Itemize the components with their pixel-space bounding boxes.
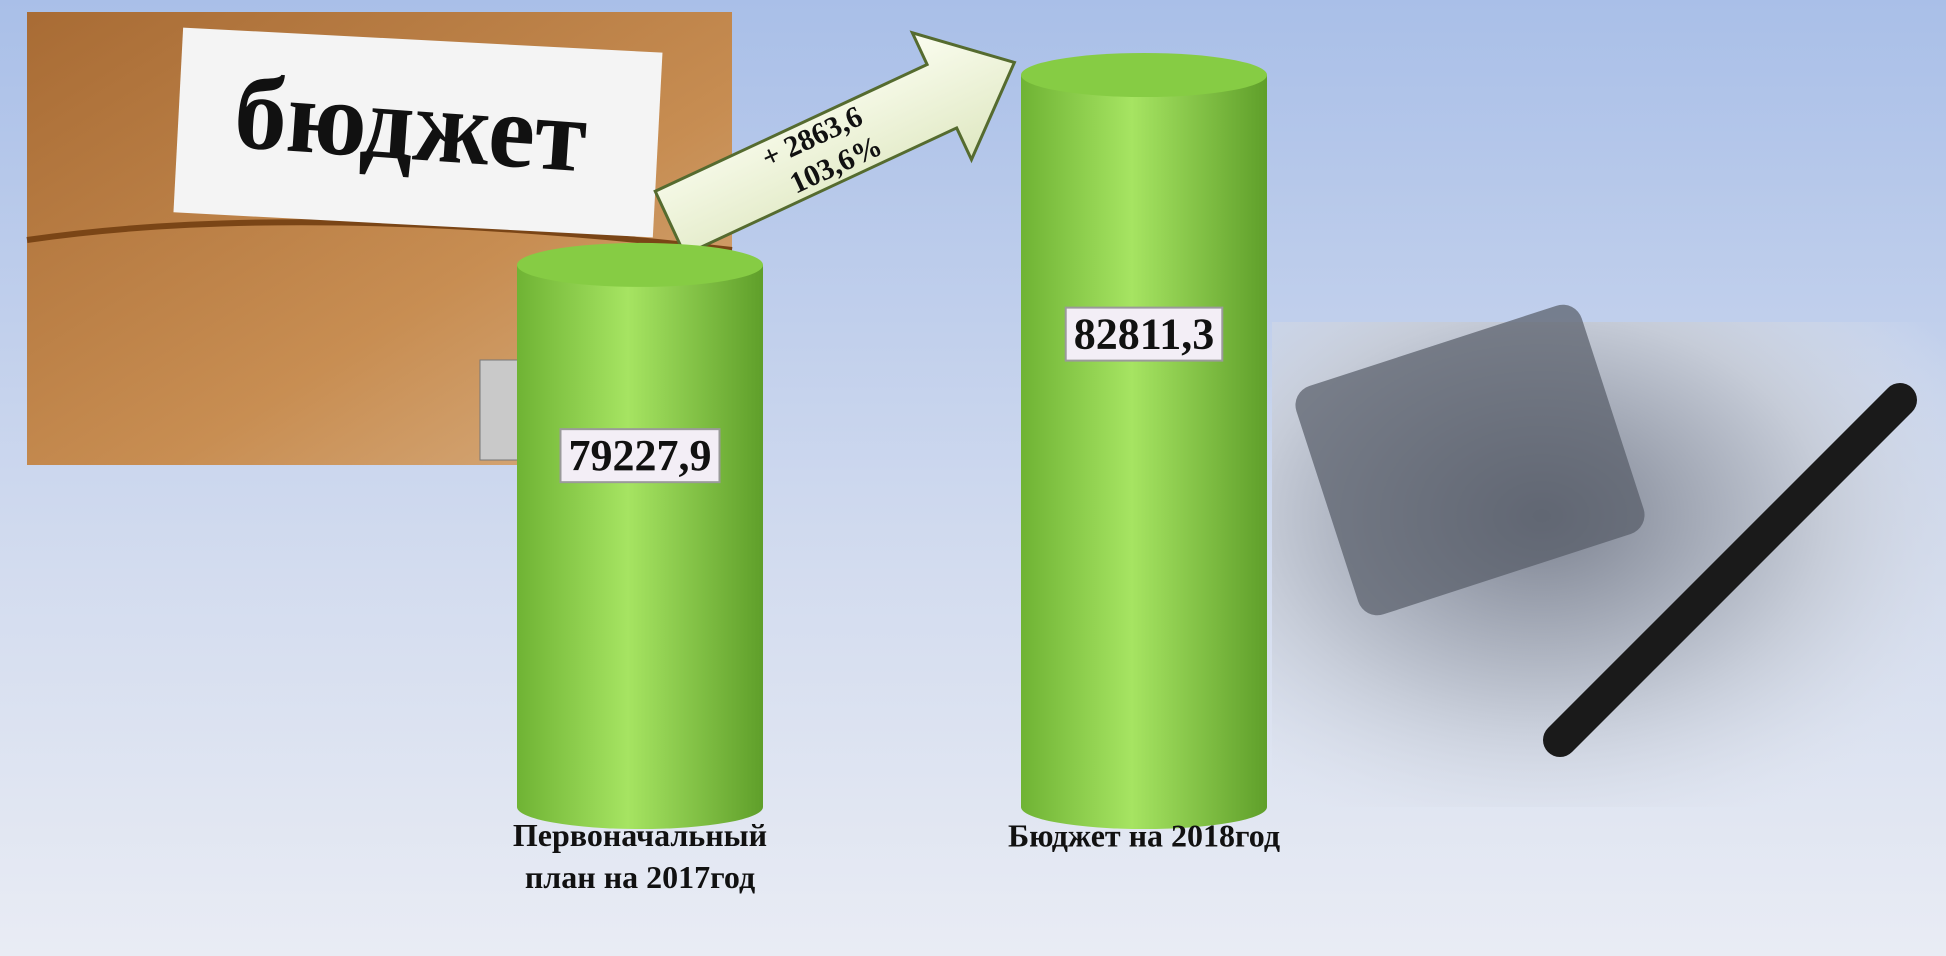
value-label-box (559, 428, 721, 484)
value-label-box (1064, 306, 1224, 362)
x-tick-label: Бюджет на 2018год (1008, 817, 1280, 853)
photo-label: бюджет (231, 53, 591, 194)
briefcase-photo: бюджет (26, 12, 733, 465)
bar-top (1021, 53, 1267, 98)
value-label: 79227,9 (569, 431, 712, 480)
bar-top (517, 242, 763, 287)
bar-body (517, 264, 763, 830)
bar-body (1021, 75, 1267, 829)
x-tick-label-line: план на 2017год (525, 859, 755, 895)
calculator-photo (1272, 304, 1946, 807)
x-tick-label-line: Первоначальный (513, 817, 767, 853)
value-label: 82811,3 (1074, 310, 1215, 359)
x-tick-label: Первоначальный план на 2017год (513, 817, 767, 895)
